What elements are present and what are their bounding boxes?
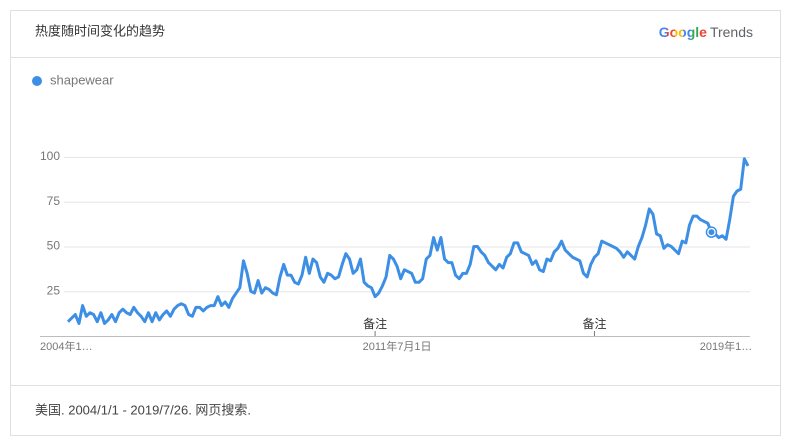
x-tick-label: 2011年7月1日 (363, 339, 432, 353)
card-border (10, 10, 781, 436)
annotation: 备注 (363, 316, 387, 331)
legend-dot (32, 76, 42, 86)
annotation: 备注 (582, 316, 606, 331)
y-tick-label: 25 (47, 283, 61, 297)
x-tick-label: 2004年1… (40, 339, 93, 353)
hover-point-core (708, 229, 715, 236)
logo: Google Trends (659, 24, 753, 40)
logo-trends: Trends (709, 24, 753, 40)
series-line (66, 157, 750, 325)
card-title: 热度随时间变化的趋势 (35, 23, 165, 38)
footer-text: 美国. 2004/1/1 - 2019/7/26. 网页搜索. (35, 402, 251, 417)
y-tick-label: 100 (40, 149, 60, 163)
y-tick-label: 75 (47, 194, 61, 208)
x-tick-label: 2019年1… (700, 339, 753, 353)
y-tick-label: 50 (47, 239, 61, 253)
legend-label: shapewear (50, 72, 114, 87)
logo-google: Google (658, 24, 707, 40)
